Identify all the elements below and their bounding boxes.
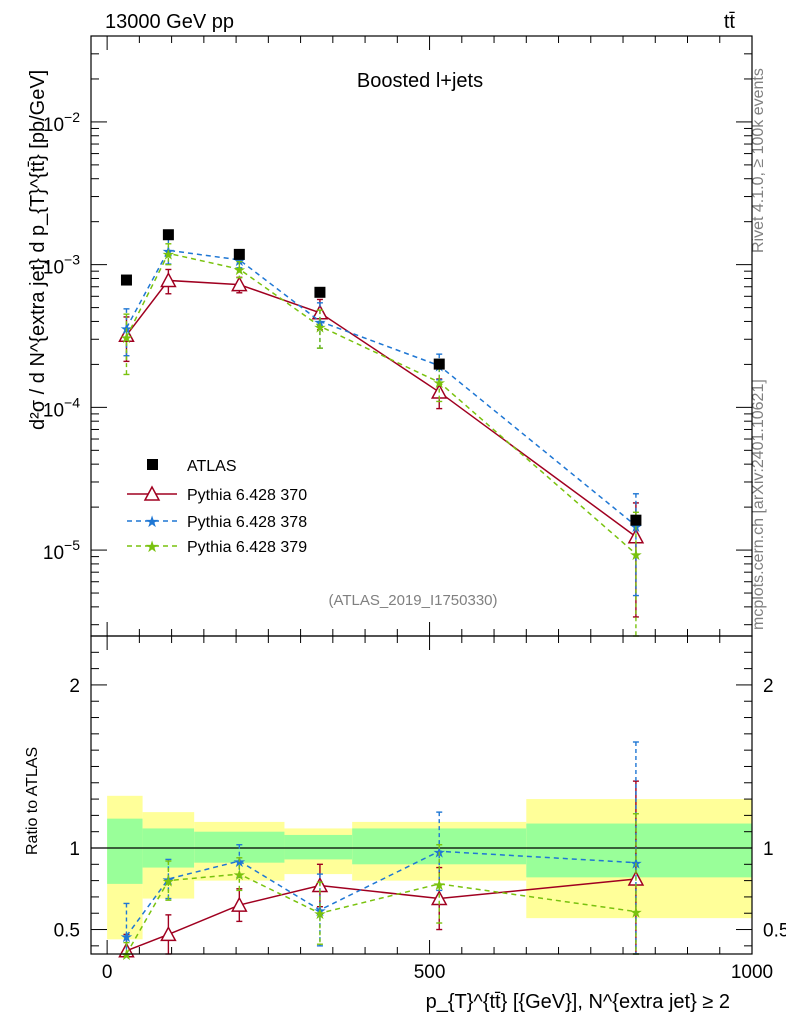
rivet-label: Rivet 4.1.0, ≥ 100k events xyxy=(750,68,767,253)
star-marker: ★ xyxy=(120,947,133,964)
ratio-y-tick-label: 0.5 xyxy=(54,921,80,942)
ratio-line-0 xyxy=(126,878,636,952)
star-marker: ★ xyxy=(433,877,446,894)
star-marker: ★ xyxy=(120,929,133,946)
star-marker: ★ xyxy=(629,547,642,564)
legend-378-marker: ★ xyxy=(145,514,159,531)
ratio-stat-band xyxy=(107,818,143,884)
triangle-marker xyxy=(231,896,248,912)
ratio-frame xyxy=(90,635,753,955)
triangle-marker xyxy=(231,275,248,292)
ratio-y-tick-label: 0.5 xyxy=(763,921,786,942)
x-tick-label: 0 xyxy=(102,962,113,983)
star-marker: ★ xyxy=(313,314,326,331)
star-marker: ★ xyxy=(233,854,246,871)
ratio-line-1 xyxy=(125,850,636,937)
y-tick-label: 10−2 xyxy=(43,109,80,136)
x-tick-label: 1000 xyxy=(731,962,773,983)
legend-379-label: Pythia 6.428 379 xyxy=(187,539,307,556)
star-marker: ★ xyxy=(313,906,326,923)
ratio-y-axis-title: Ratio to ATLAS xyxy=(24,747,41,855)
legend-atlas-label: ATLAS xyxy=(187,458,237,475)
atlas-data-point xyxy=(162,229,174,241)
y-tick-label: 10−5 xyxy=(43,537,80,564)
star-marker: ★ xyxy=(120,330,133,347)
star-marker: ★ xyxy=(162,246,175,263)
legend-370-marker xyxy=(143,485,161,501)
atlas-data-point xyxy=(314,286,326,298)
star-marker: ★ xyxy=(233,262,246,279)
legend: ATLAS Pythia 6.428 370 ★ Pythia 6.428 37… xyxy=(127,458,307,556)
legend-379-marker: ★ xyxy=(145,539,159,556)
star-marker: ★ xyxy=(233,867,246,884)
ratio-stat-band xyxy=(284,834,353,860)
mcplots-label: mcplots.cern.ch [arXiv:2401.10621] xyxy=(750,379,767,630)
atlas-data-point xyxy=(120,274,132,286)
series-line-2 xyxy=(125,252,637,555)
analysis-tag: (ATLAS_2019_I1750330) xyxy=(328,592,497,609)
ratio-y-tick-label: 2 xyxy=(763,676,774,697)
legend-378-label: Pythia 6.428 378 xyxy=(187,514,307,531)
x-tick-label: 500 xyxy=(414,962,446,983)
atlas-data-point xyxy=(433,358,445,370)
series-line-1 xyxy=(125,249,637,527)
triangle-marker xyxy=(160,271,177,288)
ratio-y-tick-label: 1 xyxy=(763,839,774,860)
ratio-y-tick-label: 2 xyxy=(69,676,80,697)
atlas-data-point xyxy=(233,248,245,260)
legend-370-label: Pythia 6.428 370 xyxy=(187,487,307,504)
y-tick-label: 10−3 xyxy=(43,252,80,279)
process-label: tt̄ xyxy=(724,11,736,33)
ratio-stat-band xyxy=(526,823,752,878)
atlas-data-point xyxy=(630,514,642,526)
star-marker: ★ xyxy=(433,375,446,392)
x-axis-title: p_{T}^{tt̄} [{GeV}], N^{extra jet} ≥ 2 xyxy=(426,991,730,1013)
chart-title: Boosted l+jets xyxy=(357,70,483,92)
star-marker: ★ xyxy=(313,319,326,336)
y-tick-label: 10−4 xyxy=(43,394,80,421)
ratio-line-2 xyxy=(125,873,637,955)
star-marker: ★ xyxy=(162,874,175,891)
star-marker: ★ xyxy=(629,905,642,922)
y-axis-title: d²σ / d N^{extra jet} d p_{T}^{tt̄} [pb/… xyxy=(27,70,49,430)
legend-atlas-marker xyxy=(147,459,158,470)
energy-label: 13000 GeV pp xyxy=(105,11,234,33)
ratio-y-tick-label: 1 xyxy=(69,839,80,860)
main-panel: ★★★★★★★★★★★★ 10−510−410−310−2 Boosted l+… xyxy=(27,35,753,637)
series-line-0 xyxy=(125,279,637,538)
triangle-marker xyxy=(118,326,135,343)
triangle-marker xyxy=(160,925,177,942)
